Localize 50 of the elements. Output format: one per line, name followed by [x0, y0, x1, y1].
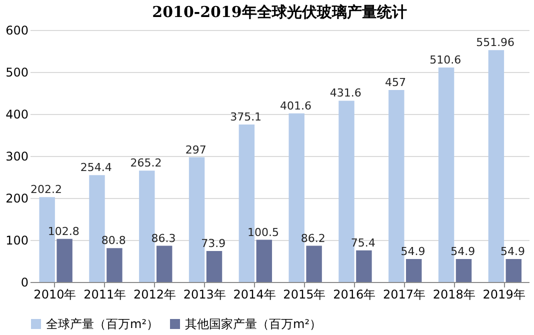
x-tick-label: 2015年	[283, 288, 326, 302]
x-tick-label: 2014年	[233, 288, 276, 302]
x-tick-label: 2012年	[133, 288, 176, 302]
bar	[156, 246, 172, 282]
bar	[356, 250, 372, 282]
bar	[256, 240, 272, 282]
bar	[306, 246, 322, 282]
x-tick-label: 2019年	[482, 288, 526, 302]
bar	[406, 258, 422, 282]
legend-label: 其他国家产量（百万m²）	[185, 317, 322, 331]
chart-title: 2010-2019年全球光伏玻璃产量统计	[152, 3, 407, 21]
data-label: 54.9	[400, 244, 426, 258]
data-label: 254.4	[80, 161, 112, 174]
data-label: 75.4	[350, 236, 376, 250]
bar	[56, 238, 72, 282]
data-label: 80.8	[101, 234, 126, 248]
data-label: 202.2	[30, 183, 62, 196]
data-label: 375.1	[230, 110, 262, 124]
x-tick-label: 2011年	[84, 288, 126, 302]
data-label: 265.2	[130, 156, 162, 170]
x-tick-label: 2013年	[183, 288, 226, 302]
data-label: 102.8	[48, 224, 80, 238]
data-label: 457	[385, 76, 406, 90]
data-label: 551.96	[476, 36, 515, 50]
y-tick-label: 100	[6, 234, 28, 248]
data-label: 73.9	[201, 236, 226, 250]
data-label: 401.6	[280, 99, 312, 112]
bar	[106, 248, 122, 282]
y-tick-label: 600	[6, 24, 28, 38]
data-label: 86.2	[300, 232, 326, 245]
y-tick-label: 0	[20, 276, 28, 290]
data-label: 431.6	[330, 86, 362, 100]
x-tick-label: 2018年	[432, 288, 476, 302]
bar	[456, 258, 472, 282]
x-tick-label: 2016年	[333, 288, 376, 302]
data-label: 86.3	[151, 232, 176, 245]
data-label: 54.9	[500, 244, 526, 258]
y-tick-label: 300	[6, 150, 28, 164]
bar	[206, 250, 222, 282]
legend-label: 全球产量（百万m²）	[46, 317, 158, 331]
x-tick-label: 2017年	[382, 288, 426, 302]
y-tick-label: 500	[6, 66, 28, 80]
data-label: 297	[185, 143, 206, 156]
y-tick-label: 200	[6, 192, 28, 206]
y-tick-label: 400	[6, 108, 28, 122]
bar	[506, 258, 522, 282]
x-tick-label: 2010年	[34, 288, 76, 302]
data-label: 100.5	[248, 226, 280, 239]
data-label: 54.9	[450, 244, 476, 258]
data-label: 510.6	[430, 54, 462, 67]
